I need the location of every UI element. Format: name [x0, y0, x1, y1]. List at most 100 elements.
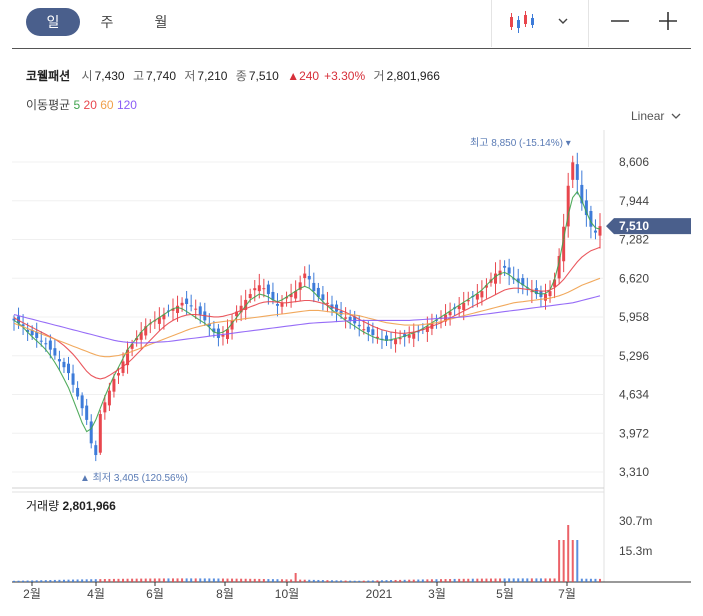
candlestick-icon[interactable]	[508, 8, 538, 36]
volume-bar	[312, 579, 315, 582]
candle-body	[248, 294, 252, 299]
candle-body	[362, 329, 366, 331]
volume-bar	[412, 579, 415, 582]
volume-bar	[67, 579, 70, 582]
x-tick-label: 7월	[558, 587, 576, 601]
candle-body	[521, 278, 525, 286]
volume-bar	[281, 579, 284, 582]
volume-bar	[122, 578, 125, 582]
high-label: 고	[132, 69, 144, 83]
candle-body	[371, 329, 375, 336]
volume-bar	[417, 579, 420, 582]
volume-bar	[512, 578, 515, 582]
toolbar-divider	[491, 0, 492, 47]
candle-body	[339, 311, 343, 315]
candle-body	[548, 291, 552, 297]
zoom-out-icon[interactable]	[610, 8, 630, 36]
volume-bar	[62, 579, 65, 582]
candle-body	[325, 302, 329, 304]
price-tick-label: 3,310	[619, 465, 649, 479]
candle-body	[39, 340, 43, 342]
volume-bar	[290, 579, 293, 582]
candle-body	[257, 285, 261, 292]
volume-bar	[103, 579, 106, 582]
volume-bar	[558, 540, 561, 582]
candle-body	[130, 343, 134, 349]
candle-body	[126, 349, 130, 366]
volume-bar	[535, 578, 538, 582]
candle-body	[198, 306, 202, 315]
candle-body	[235, 311, 239, 317]
price-tick-label: 5,958	[619, 310, 649, 324]
volume-bar	[185, 578, 188, 582]
volume-bar	[231, 578, 234, 582]
candle-body	[289, 294, 293, 298]
candle-body	[407, 335, 411, 338]
volume-bar	[585, 578, 588, 582]
period-month-tab[interactable]: 월	[154, 14, 168, 30]
volume-bar	[449, 578, 452, 582]
candle-body	[221, 335, 225, 337]
volume-bar	[126, 578, 129, 582]
ma-60-label: 60	[100, 98, 114, 112]
current-price-label: 7,510	[619, 219, 649, 233]
zoom-in-icon[interactable]	[658, 8, 678, 36]
volume-bar	[217, 578, 220, 582]
x-tick-label: 3월	[428, 587, 446, 601]
candle-body	[575, 164, 579, 180]
volume-bar	[576, 540, 579, 582]
candle-body	[275, 303, 279, 306]
candle-body	[507, 267, 511, 274]
volume-bar	[385, 580, 388, 582]
candle-body	[480, 291, 484, 298]
volume-bar	[567, 525, 570, 582]
candle-body	[239, 305, 243, 313]
volume-bar	[399, 579, 402, 582]
candle-body	[366, 326, 370, 333]
candle-body	[30, 330, 34, 336]
volume-bar	[35, 580, 38, 582]
change-percent: +3.30%	[324, 69, 366, 83]
period-week-tab[interactable]: 주	[100, 14, 114, 30]
period-day-tab[interactable]: 일	[26, 8, 80, 36]
candle-body	[571, 162, 575, 180]
candle-body	[294, 291, 298, 299]
candle-body	[298, 282, 302, 290]
volume-bar	[13, 580, 15, 582]
candle-body	[67, 363, 71, 374]
volume-bar	[362, 580, 365, 582]
volume-bar	[308, 579, 311, 582]
candle-body	[530, 291, 534, 293]
volume-bar	[539, 578, 542, 582]
candle-body	[344, 317, 348, 319]
volume-bar	[76, 579, 79, 582]
chart-toolbar: 일 주 월	[12, 0, 691, 49]
candle-body	[494, 273, 498, 284]
volume-bar	[40, 580, 43, 582]
scale-selector[interactable]: Linear	[631, 109, 681, 123]
volume-bar	[517, 578, 520, 582]
volume-bar	[358, 580, 361, 582]
volume-bar	[53, 579, 56, 582]
candle-body	[280, 302, 284, 307]
chevron-down-icon[interactable]	[556, 8, 570, 36]
candle-body	[348, 316, 352, 321]
volume-bar	[321, 580, 324, 582]
candle-body	[466, 299, 470, 302]
volume-bar	[303, 579, 306, 582]
toolbar-divider	[588, 0, 589, 47]
volume-bar	[258, 578, 261, 582]
candle-body	[316, 287, 320, 297]
volume-tick-label: 15.3m	[619, 544, 652, 558]
volume-bar	[262, 578, 265, 582]
candle-body	[403, 334, 407, 337]
candle-body	[312, 282, 316, 292]
volume-bar	[58, 579, 61, 582]
volume-bar	[508, 578, 511, 582]
candle-body	[89, 421, 93, 444]
volume-title-value: 2,801,966	[62, 499, 116, 513]
close-value: 7,510	[248, 69, 279, 83]
candle-body	[557, 256, 561, 279]
volume-bar	[221, 578, 224, 582]
